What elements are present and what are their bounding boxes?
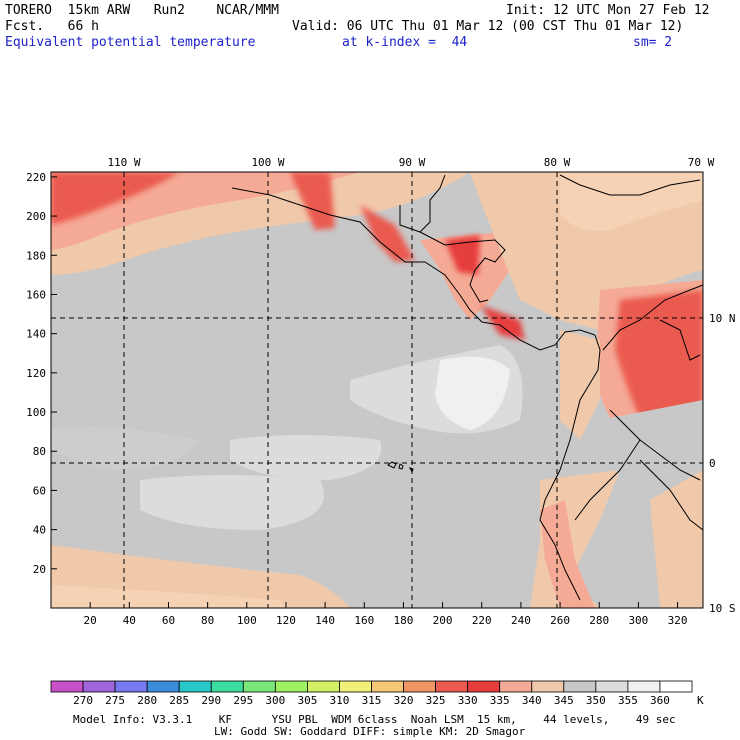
x-tick-label: 320 xyxy=(668,614,688,627)
graticule xyxy=(51,172,703,608)
colorbar-value: 285 xyxy=(169,694,189,707)
y-tick-label: 180 xyxy=(26,249,46,262)
x-tick-label: 200 xyxy=(433,614,453,627)
model-info: Model Info: V3.3.1 KF YSU PBL WDM 6class… xyxy=(73,713,676,726)
model-title: TORERO 15km ARW Run2 NCAR/MMM xyxy=(5,3,279,18)
colorbar-unit: K xyxy=(697,694,704,707)
lon-label-90w: 90 W xyxy=(399,156,426,169)
x-tick-label: 120 xyxy=(276,614,296,627)
colorbar-swatch xyxy=(339,680,372,693)
lon-label-80w: 80 W xyxy=(544,156,571,169)
colorbar-swatch xyxy=(467,680,501,693)
y-tick-label: 160 xyxy=(26,288,46,301)
colorbar-swatch xyxy=(178,680,212,693)
smoothing: sm= 2 xyxy=(633,35,673,50)
x-tick-label: 140 xyxy=(315,614,335,627)
x-tick-label: 220 xyxy=(472,614,492,627)
x-tick-label: 160 xyxy=(354,614,374,627)
lat-label-10s: 10 S xyxy=(709,602,736,615)
colorbar-value: 280 xyxy=(137,694,157,707)
colorbar-swatch xyxy=(146,680,180,693)
colorbar-labels: 270 275 280 285 290 295 300 305 310 315 320 325 330 3… xyxy=(73,694,670,707)
colorbar-swatch xyxy=(499,680,533,693)
colorbar-swatch xyxy=(403,680,436,693)
colorbar-value: 305 xyxy=(297,694,317,707)
colorbar-swatch xyxy=(242,680,276,693)
x-tick-label: 100 xyxy=(237,614,257,627)
y-tick-label: 200 xyxy=(26,210,46,223)
y-tick-label: 80 xyxy=(33,445,46,458)
colorbar-value: 355 xyxy=(618,694,638,707)
colorbar-value: 300 xyxy=(265,694,285,707)
colorbar-value: 315 xyxy=(362,694,382,707)
y-axis-ticks: 20 40 60 80 100 120 140 160 180 200 220 xyxy=(26,171,57,576)
lat-label-10n: 10 N xyxy=(709,312,736,325)
colorbar-swatch xyxy=(82,680,116,693)
level-index: at k-index = 44 xyxy=(342,35,468,50)
x-tick-label: 300 xyxy=(628,614,648,627)
colorbar-value: 340 xyxy=(522,694,542,707)
colorbar-value: 275 xyxy=(105,694,125,707)
lon-label-110w: 110 W xyxy=(107,156,140,169)
colorbar-swatch xyxy=(306,680,340,693)
colorbar-value: 345 xyxy=(554,694,574,707)
y-tick-label: 60 xyxy=(33,484,46,497)
lon-label-70w: 70 W xyxy=(688,156,715,169)
init-time: Init: 12 UTC Mon 27 Feb 12 xyxy=(506,3,710,18)
lat-label-0: 0 xyxy=(709,457,716,470)
x-tick-label: 180 xyxy=(393,614,413,627)
colorbar-value: 335 xyxy=(490,694,510,707)
y-tick-label: 100 xyxy=(26,406,46,419)
x-axis-ticks: 20 40 60 80 100 120 140 160 180 200 220 240 260 280 30… xyxy=(84,602,688,627)
colorbar-value: 270 xyxy=(73,694,93,707)
colorbar-value: 325 xyxy=(426,694,446,707)
x-tick-label: 280 xyxy=(589,614,609,627)
physics-info: LW: Godd SW: Goddard DIFF: simple KM: 2D… xyxy=(214,725,526,738)
colorbar-swatch xyxy=(595,680,629,693)
colorbar-value: 360 xyxy=(650,694,670,707)
y-tick-label: 20 xyxy=(33,563,46,576)
colorbar-value: 295 xyxy=(233,694,253,707)
colorbar-swatch xyxy=(274,680,308,693)
colorbar-value: 310 xyxy=(330,694,350,707)
colorbar xyxy=(50,680,693,693)
y-tick-label: 120 xyxy=(26,367,46,380)
colorbar-value: 290 xyxy=(201,694,221,707)
x-tick-label: 20 xyxy=(84,614,97,627)
y-tick-label: 140 xyxy=(26,328,46,341)
valid-time: Valid: 06 UTC Thu 01 Mar 12 (00 CST Thu … xyxy=(292,19,684,34)
colorbar-swatch xyxy=(435,680,469,693)
coastlines xyxy=(231,174,704,601)
colorbar-swatch xyxy=(563,680,597,693)
colorbar-swatch xyxy=(627,680,661,693)
y-tick-label: 40 xyxy=(33,524,46,537)
x-tick-label: 240 xyxy=(511,614,531,627)
colorbar-value: 320 xyxy=(394,694,414,707)
colorbar-value: 350 xyxy=(586,694,606,707)
colorbar-swatch xyxy=(114,680,148,693)
x-tick-label: 260 xyxy=(550,614,570,627)
colorbar-swatch xyxy=(210,680,244,693)
colorbar-swatch xyxy=(371,680,404,693)
colorbar-swatch xyxy=(531,680,565,693)
y-tick-label: 220 xyxy=(26,171,46,184)
lon-label-100w: 100 W xyxy=(251,156,284,169)
colorbar-value: 330 xyxy=(458,694,478,707)
x-tick-label: 60 xyxy=(162,614,175,627)
x-tick-label: 80 xyxy=(201,614,214,627)
field-name: Equivalent potential temperature xyxy=(5,35,256,50)
theta-e-field xyxy=(51,172,703,608)
x-tick-label: 40 xyxy=(123,614,136,627)
colorbar-swatch xyxy=(659,680,693,693)
forecast-hour: Fcst. 66 h xyxy=(5,19,99,34)
map-frame xyxy=(50,171,704,609)
colorbar-swatch xyxy=(50,680,84,693)
